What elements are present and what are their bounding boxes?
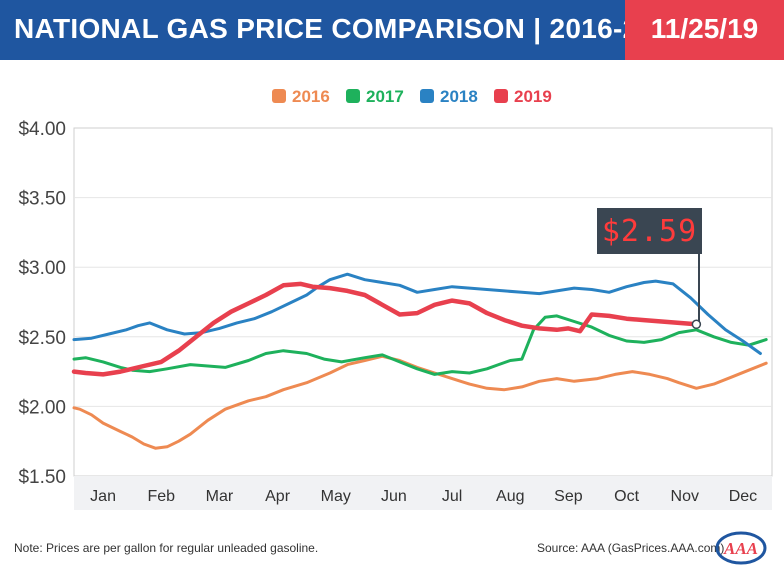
annotation-marker xyxy=(691,319,702,330)
legend-swatch-2017 xyxy=(346,89,360,103)
series-line-2017 xyxy=(72,314,768,376)
x-tick-label-aug: Aug xyxy=(496,488,524,505)
x-tick-label-jan: Jan xyxy=(90,488,116,505)
legend-label-2016: 2016 xyxy=(292,87,330,106)
chart-svg: 2016 2017 2018 2019 $4.00 $3.50 $3.00 $2.50 $2.0… xyxy=(18,87,773,510)
date-banner: 11/25/19 xyxy=(625,0,784,60)
x-tick-label-nov: Nov xyxy=(671,488,699,505)
source-credit: Source: AAA (GasPrices.AAA.com) xyxy=(537,541,725,555)
annotation-box xyxy=(597,208,702,254)
header: NATIONAL GAS PRICE COMPARISON | 2016-201… xyxy=(0,0,784,60)
legend-label-2018: 2018 xyxy=(440,87,478,106)
x-tick-label-may: May xyxy=(321,488,351,505)
x-axis-band xyxy=(74,476,772,510)
plot-area xyxy=(73,127,773,477)
x-tick-label-feb: Feb xyxy=(147,488,175,505)
x-tick-label-sep: Sep xyxy=(554,488,583,505)
legend-label-2017: 2017 xyxy=(366,87,404,106)
x-tick-label-mar: Mar xyxy=(206,488,234,505)
page-title: NATIONAL GAS PRICE COMPARISON | 2016-201… xyxy=(14,13,687,44)
y-tick-label: $1.50 xyxy=(18,467,66,488)
y-tick-label: $3.00 xyxy=(18,258,66,279)
annotation-label: $2.59 xyxy=(602,214,697,249)
date-label: 11/25/19 xyxy=(650,13,759,44)
legend-label-2019: 2019 xyxy=(514,87,552,106)
x-tick-label-jul: Jul xyxy=(442,488,462,505)
title-banner: NATIONAL GAS PRICE COMPARISON | 2016-201… xyxy=(0,0,686,60)
x-tick-label-dec: Dec xyxy=(729,488,757,505)
y-tick-label: $2.00 xyxy=(18,397,66,418)
aaa-logo-icon: AAA xyxy=(715,531,767,565)
x-tick-label-oct: Oct xyxy=(614,488,639,505)
x-tick-label-apr: Apr xyxy=(265,488,291,505)
gas-price-chart: 2016 2017 2018 2019 $4.00 $3.50 $3.00 $2.50 $2.0… xyxy=(0,60,784,579)
y-tick-label: $4.00 xyxy=(18,119,66,140)
series-line-2019 xyxy=(71,281,699,377)
series-line-2018 xyxy=(72,272,762,355)
legend-swatch-2018 xyxy=(420,89,434,103)
x-tick-label-jun: Jun xyxy=(381,488,407,505)
legend-swatch-2019 xyxy=(494,89,508,103)
aaa-logo-text: AAA xyxy=(723,539,758,558)
y-tick-label: $3.50 xyxy=(18,189,66,210)
footnote: Note: Prices are per gallon for regular … xyxy=(14,541,319,555)
y-tick-label: $2.50 xyxy=(18,328,66,349)
legend-swatch-2016 xyxy=(272,89,286,103)
